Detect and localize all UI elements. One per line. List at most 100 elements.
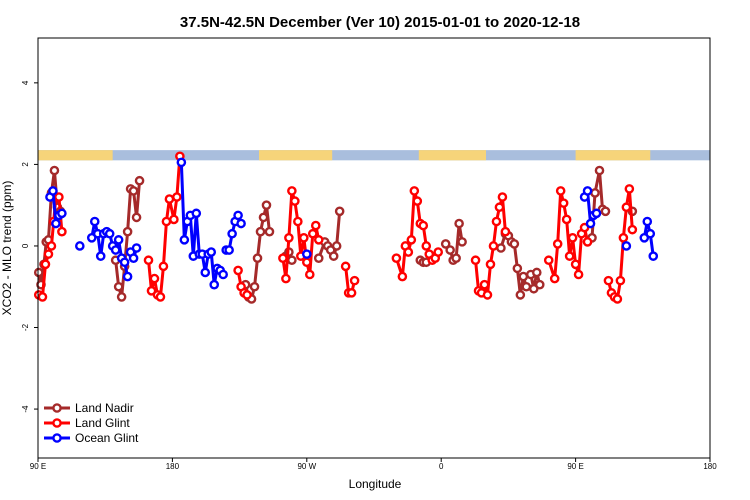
series-line-segment — [642, 219, 655, 257]
data-point — [346, 288, 357, 298]
data-point — [287, 255, 297, 266]
data-point — [113, 281, 124, 292]
data-point — [440, 239, 451, 249]
data-point — [509, 239, 520, 249]
data-point — [236, 218, 246, 229]
legend-label: Ocean Glint — [75, 431, 139, 445]
data-point — [134, 175, 145, 186]
data-point — [488, 241, 499, 251]
data-point — [131, 243, 142, 253]
data-point — [573, 269, 584, 280]
data-point — [621, 241, 632, 251]
data-point — [590, 188, 600, 198]
data-point — [40, 259, 51, 270]
y-tick-label: -4 — [21, 405, 30, 413]
data-point — [143, 255, 154, 266]
land-mask-band — [38, 150, 710, 161]
data-point — [233, 210, 243, 221]
data-point — [43, 249, 54, 259]
data-point — [128, 253, 139, 263]
data-point — [57, 208, 67, 219]
data-point — [600, 206, 611, 217]
land-band-segment-2 — [418, 150, 486, 161]
data-point — [122, 271, 133, 282]
x-tick-label: 90 E — [30, 462, 46, 471]
data-point — [293, 216, 303, 227]
data-point — [391, 253, 402, 263]
data-point — [561, 214, 572, 225]
x-axis-label: Longitude — [349, 477, 402, 491]
data-point — [534, 279, 545, 290]
data-point — [349, 275, 360, 286]
data-point — [233, 265, 243, 276]
data-point — [500, 226, 511, 237]
data-point — [518, 271, 529, 282]
x-tick-label: 90 W — [297, 462, 316, 471]
data-point — [445, 245, 455, 255]
data-point — [403, 247, 414, 257]
land-band-segment-0 — [38, 150, 113, 161]
data-point — [209, 279, 220, 290]
data-point — [412, 196, 423, 206]
data-point — [75, 241, 85, 251]
land-band-segment-3 — [575, 150, 651, 161]
y-tick-label: 4 — [21, 80, 30, 85]
data-point — [287, 186, 297, 196]
data-point — [113, 235, 124, 245]
data-point — [161, 216, 172, 227]
data-point — [328, 251, 339, 261]
data-point — [491, 216, 502, 227]
data-point — [615, 275, 626, 286]
data-point — [645, 228, 656, 239]
data-point — [252, 253, 263, 263]
series-ocean-glint — [45, 157, 659, 290]
data-point — [119, 257, 130, 268]
data-point — [409, 186, 420, 196]
data-point — [131, 212, 142, 223]
data-point — [591, 208, 602, 219]
data-point — [313, 235, 324, 245]
series-layer — [33, 151, 659, 304]
series-land-nadir — [33, 165, 638, 304]
data-point — [176, 157, 187, 168]
data-point — [304, 269, 315, 280]
plot-frame — [37, 37, 711, 459]
ocean-band — [38, 150, 710, 161]
data-point — [457, 237, 467, 247]
data-point — [627, 224, 638, 235]
data-point — [621, 202, 632, 213]
data-point — [433, 247, 444, 257]
data-point — [191, 208, 202, 219]
data-point — [549, 273, 560, 284]
data-point — [200, 267, 211, 278]
data-point — [299, 233, 309, 243]
data-point — [255, 226, 266, 237]
data-point — [497, 192, 508, 202]
data-point — [149, 273, 160, 284]
data-point — [479, 279, 490, 290]
legend-marker — [52, 418, 62, 428]
data-point — [206, 247, 217, 257]
data-point — [331, 241, 342, 251]
legend-marker — [52, 403, 62, 413]
data-point — [454, 218, 464, 229]
data-point — [169, 214, 179, 225]
data-point — [564, 251, 575, 261]
data-point — [470, 255, 481, 266]
land-band-segment-1 — [259, 150, 333, 161]
data-point — [543, 255, 554, 266]
data-point — [618, 233, 629, 243]
data-point — [49, 165, 60, 176]
data-point — [582, 237, 593, 247]
data-point — [585, 218, 596, 229]
data-point — [496, 243, 506, 253]
data-point — [122, 226, 133, 237]
data-point — [33, 267, 44, 278]
data-point — [224, 245, 234, 255]
data-point — [290, 196, 300, 206]
y-tick-label: -2 — [21, 323, 30, 331]
data-point — [451, 253, 461, 263]
data-point — [313, 253, 324, 263]
